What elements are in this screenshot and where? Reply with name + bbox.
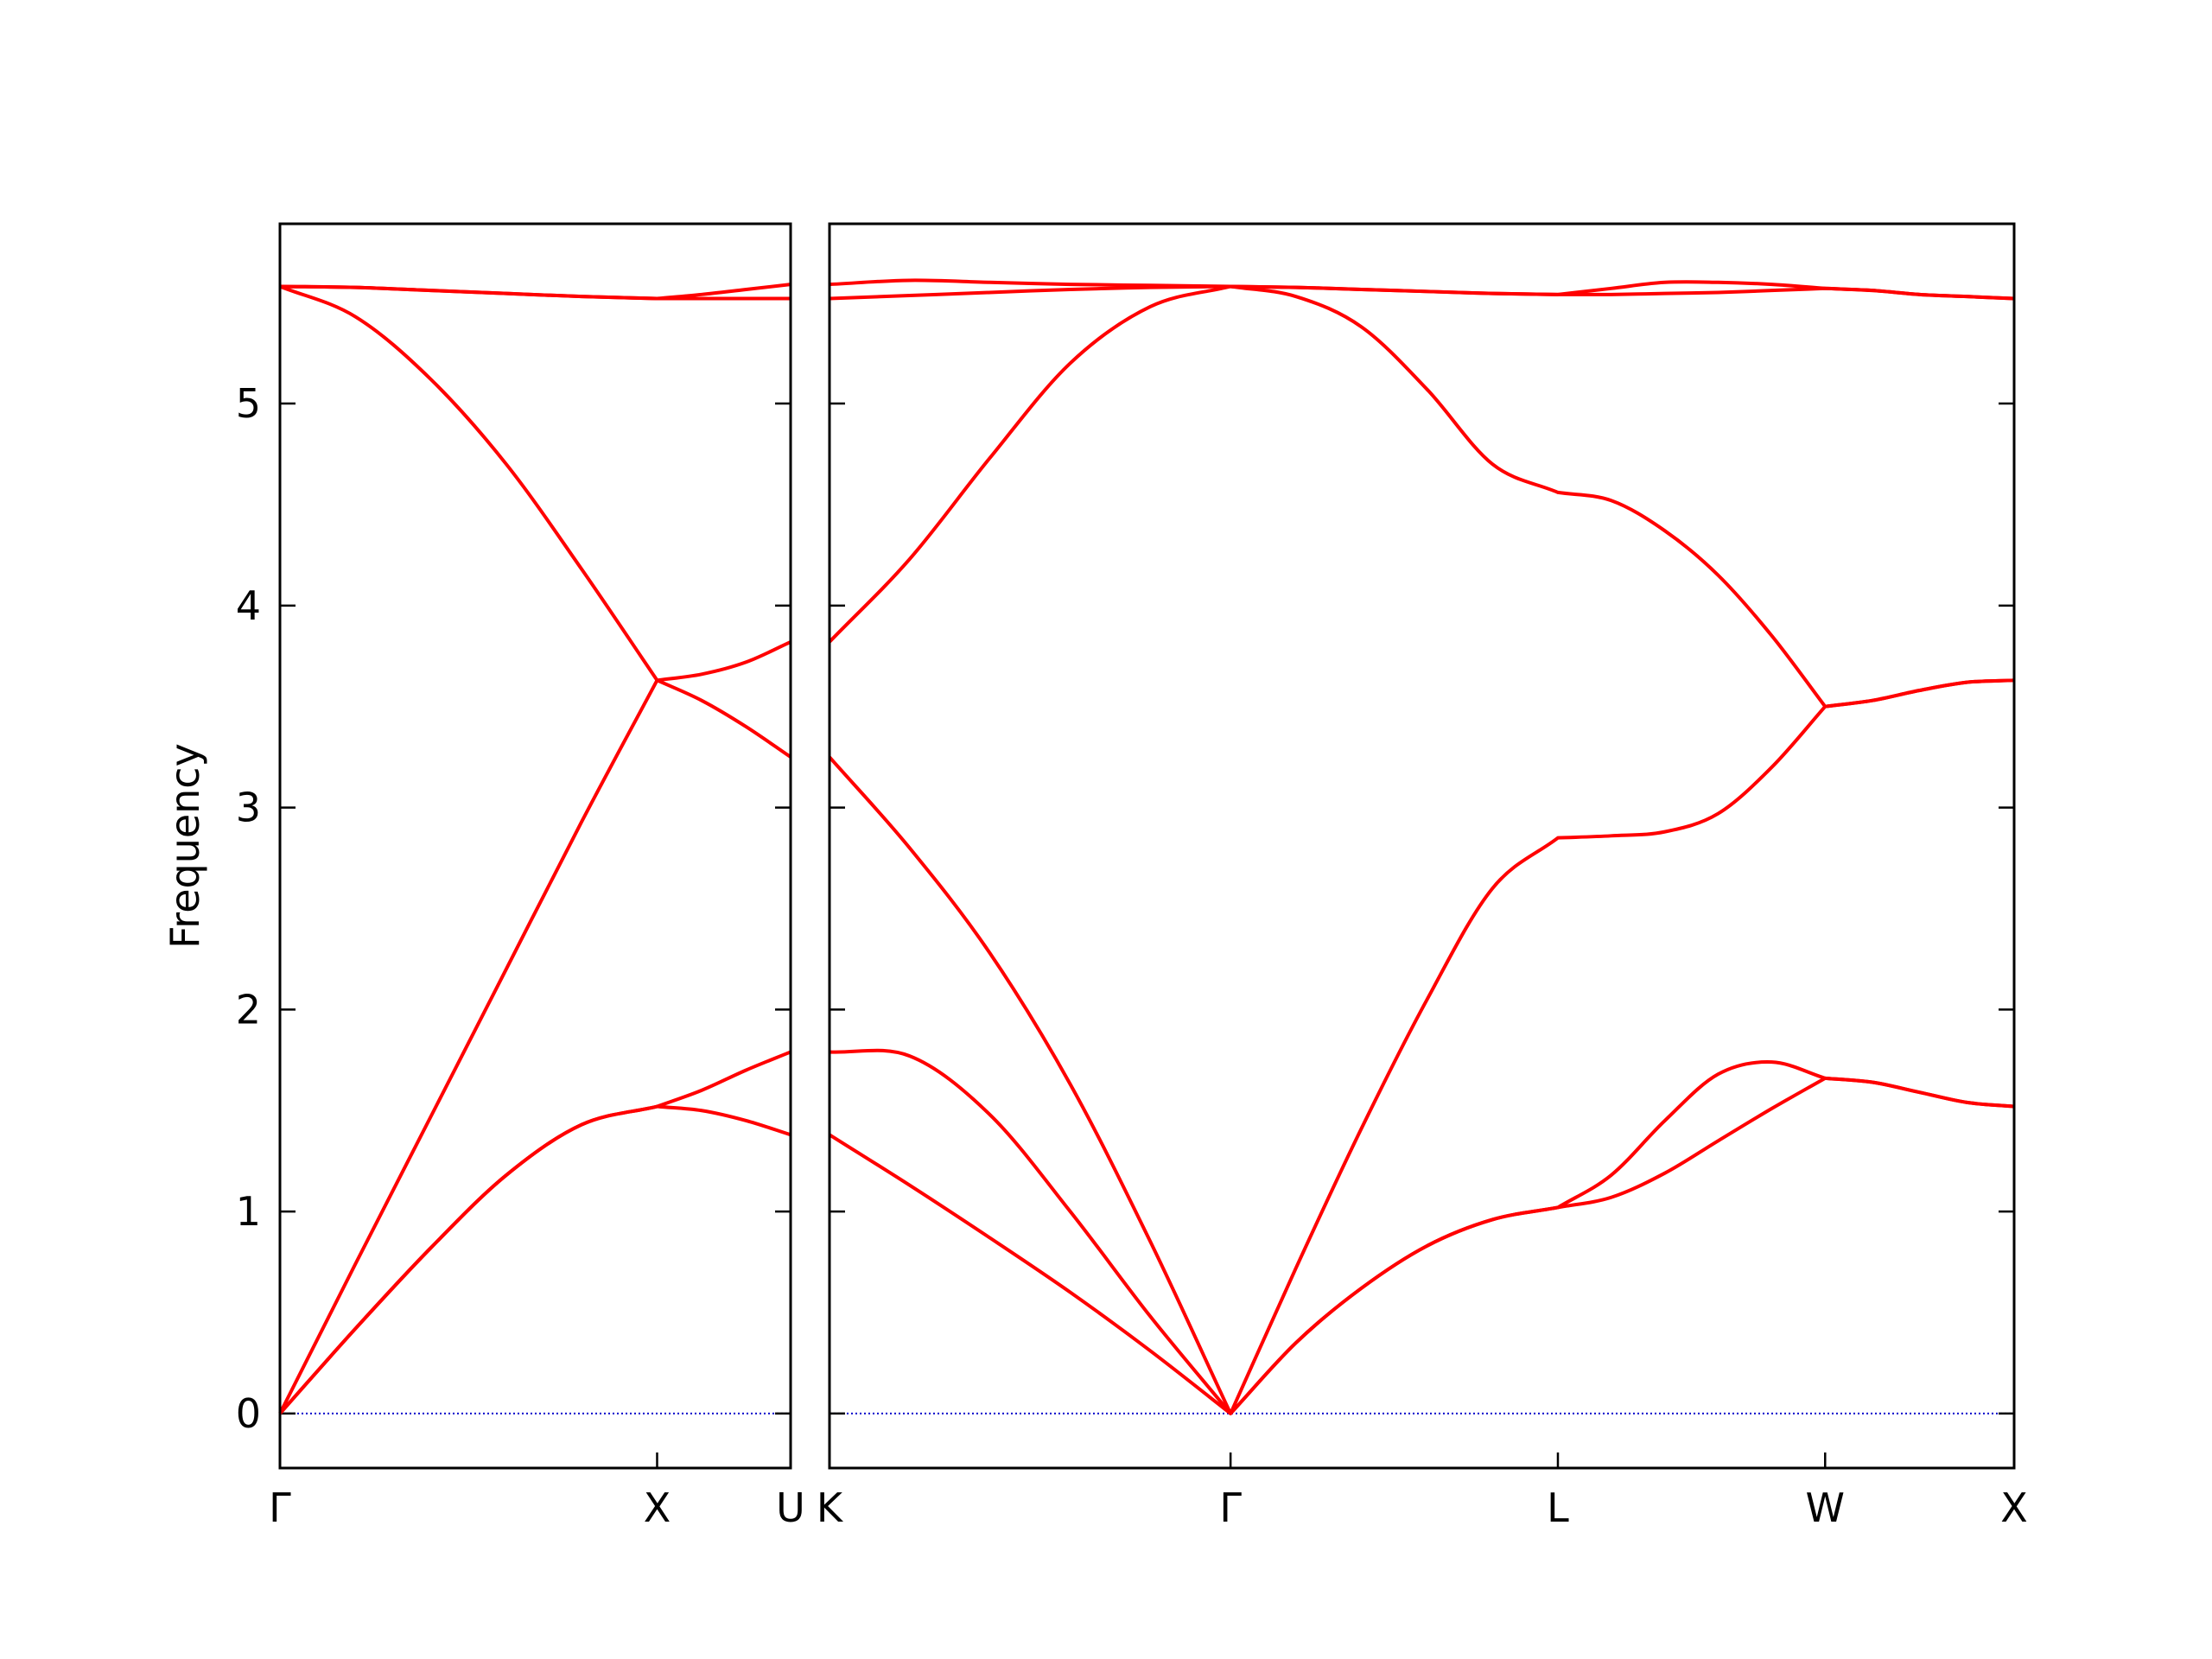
band-line [279,284,791,683]
band-line [828,678,2015,1415]
band-line [829,278,2015,301]
band-line [278,1050,791,1415]
x-tick-label: U [776,1484,805,1531]
x-tick-label: K [817,1484,844,1531]
y-tick-label: 1 [236,1188,261,1235]
plot-frame [278,222,792,1470]
y-axis-label: Frequency [162,743,208,949]
plot-frame [828,222,2016,1470]
y-tick-label: 0 [236,1390,261,1437]
x-tick-label: X [2000,1484,2028,1531]
x-tick-label: L [1547,1484,1569,1531]
y-tick-label: 2 [236,986,261,1033]
y-tick-label: 3 [236,785,261,831]
x-tick-label: Γ [269,1484,291,1531]
x-tick-label: X [644,1484,671,1531]
band-line [828,284,2015,709]
y-tick-label: 5 [236,380,261,427]
x-tick-label: W [1806,1484,1845,1531]
x-tick-label: Γ [1219,1484,1242,1531]
y-tick-label: 4 [236,582,261,629]
band-line [828,1076,2015,1415]
band-line [279,283,791,301]
band-line [829,1048,2015,1415]
band-line [278,678,792,1414]
